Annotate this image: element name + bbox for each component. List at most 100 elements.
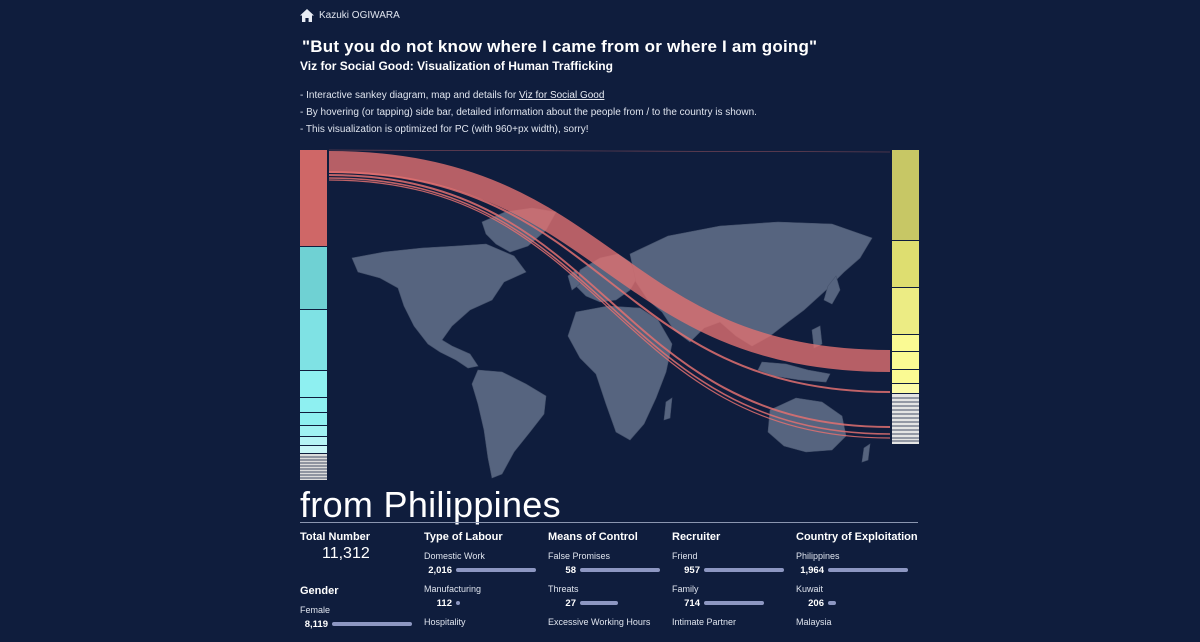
detail-item: Female 8,119 (300, 605, 424, 630)
total-label: Total Number (300, 531, 371, 543)
source-segment-tail (300, 454, 327, 480)
author-name: Kazuki OGIWARA (319, 10, 400, 21)
dest-tail-lines (892, 397, 919, 442)
detail-item-value: 206 (808, 597, 824, 609)
country-of-exploitation-column: Country of Exploitation Philippines 1,964 K… (796, 531, 920, 642)
flow-2 (328, 171, 891, 393)
detail-item-bar (828, 601, 836, 605)
detail-item: Domestic Work 2,016 (424, 551, 548, 576)
dest-segment-5 (892, 352, 919, 369)
sankey-map-visual[interactable] (300, 0, 920, 480)
detail-item: Family 714 (672, 584, 796, 609)
detail-item-bar (580, 568, 660, 572)
column-heading: Means of Control (548, 531, 638, 543)
map-madagascar (663, 397, 673, 421)
detail-item: Excessive Working Hours (548, 617, 672, 642)
detail-item: Kuwait 206 (796, 584, 920, 609)
gender-label: Gender (300, 585, 339, 597)
column-heading: Country of Exploitation (796, 531, 918, 543)
detail-item-value: 27 (565, 597, 576, 609)
note-1-text: - Interactive sankey diagram, map and de… (300, 90, 519, 101)
detail-item-row: 957 (672, 564, 796, 576)
detail-item: False Promises 58 (548, 551, 672, 576)
detail-item: Philippines 1,964 (796, 551, 920, 576)
source-bar[interactable] (300, 150, 327, 480)
detail-item-value: 58 (565, 564, 576, 576)
source-segment-5 (300, 398, 327, 412)
total-column: Total Number 11,312 Gender Female 8,119 (300, 531, 424, 630)
means-of-control-column: Means of Control False Promises 58 Threats 2… (548, 531, 672, 642)
flow-6 (328, 149, 891, 153)
dest-segment-7 (892, 384, 919, 393)
detail-item-value: 1,964 (800, 564, 824, 576)
detail-item-row: 8,119 (300, 618, 424, 630)
page-title: "But you do not know where I came from o… (302, 37, 818, 56)
source-segment-philippines (300, 150, 327, 246)
detail-item-label: Intimate Partner (672, 617, 737, 627)
detail-item-row: 112 (424, 597, 548, 609)
source-segment-7 (300, 426, 327, 436)
home-link[interactable]: Kazuki OGIWARA (300, 9, 400, 22)
heading-divider (300, 522, 918, 523)
detail-item-label: Family (672, 584, 699, 594)
detail-item: Threats 27 (548, 584, 672, 609)
page-subtitle: Viz for Social Good: Visualization of Hu… (300, 59, 613, 73)
detail-item-label: Philippines (796, 551, 840, 561)
note-2: - By hovering (or tapping) side bar, det… (300, 107, 757, 118)
detail-item-row: 58 (548, 564, 672, 576)
detail-item-label: Domestic Work (424, 551, 485, 561)
column-heading: Type of Labour (424, 531, 503, 543)
detail-item-row: 206 (796, 597, 920, 609)
source-segment-8 (300, 437, 327, 445)
detail-item-row: 1,964 (796, 564, 920, 576)
dest-segment-tail (892, 394, 919, 444)
dest-segment-3 (892, 288, 919, 334)
map-indonesia (757, 361, 831, 383)
detail-item: Intimate Partner (672, 617, 796, 642)
detail-item: Malaysia (796, 617, 920, 642)
dest-segment-2 (892, 241, 919, 287)
map-south-america (471, 369, 547, 479)
map-africa (567, 305, 673, 441)
map-north-america (351, 243, 527, 369)
source-segment-4 (300, 371, 327, 397)
detail-item-row: 714 (672, 597, 796, 609)
dest-segment-6 (892, 370, 919, 383)
detail-item-label: Female (300, 605, 331, 615)
sankey-flows[interactable] (328, 149, 891, 439)
detail-item-row (796, 630, 920, 642)
detail-item-label: Friend (672, 551, 698, 561)
detail-item-bar (456, 601, 460, 605)
detail-item-label: Manufacturing (424, 584, 482, 594)
map-uk (567, 269, 581, 291)
source-tail-lines (300, 456, 327, 479)
detail-item-bar (828, 568, 908, 572)
details-heading: from Philippines (300, 484, 561, 525)
detail-item-bar (456, 568, 536, 572)
map-japan (823, 275, 841, 305)
map-philippines (811, 325, 823, 349)
detail-item-label: Kuwait (796, 584, 824, 594)
detail-item-label: Hospitality (424, 617, 466, 627)
detail-item-bar (704, 601, 764, 605)
viz-for-social-good-link[interactable]: Viz for Social Good (519, 90, 605, 101)
source-segment-6 (300, 413, 327, 425)
detail-item-row (424, 630, 548, 642)
detail-item-row: 2,016 (424, 564, 548, 576)
detail-item-bar (580, 601, 618, 605)
detail-item-bar (332, 622, 412, 626)
detail-item-value: 957 (684, 564, 700, 576)
detail-item: Manufacturing 112 (424, 584, 548, 609)
detail-item: Hospitality (424, 617, 548, 642)
detail-item-row: 27 (548, 597, 672, 609)
flow-3 (328, 174, 891, 428)
home-icon (300, 9, 314, 22)
page: Kazuki OGIWARA "But you do not know wher… (300, 0, 920, 630)
gender-list: Female 8,119 (300, 605, 424, 630)
notes: - Interactive sankey diagram, map and de… (300, 87, 757, 138)
detail-item-row (672, 630, 796, 642)
destination-bar[interactable] (892, 150, 919, 444)
detail-item-label: False Promises (548, 551, 611, 561)
detail-item-label: Threats (548, 584, 579, 594)
source-segment-2 (300, 247, 327, 309)
